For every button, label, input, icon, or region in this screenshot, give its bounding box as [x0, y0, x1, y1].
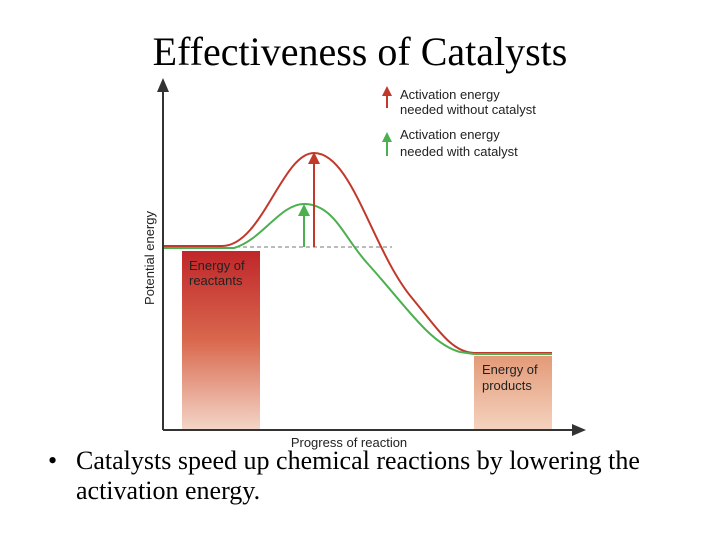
- reactants-label-line1: Energy of: [189, 258, 245, 273]
- legend-without-line2: needed without catalyst: [400, 102, 536, 117]
- x-axis-label: Progress of reaction: [291, 435, 407, 450]
- y-axis-arrowhead: [157, 78, 169, 92]
- uncatalyzed-arrowhead: [308, 152, 320, 164]
- x-axis-arrowhead: [572, 424, 586, 436]
- legend-green-arrowhead: [382, 132, 392, 142]
- products-label-line2: products: [482, 378, 532, 393]
- reactants-label-line2: reactants: [189, 273, 243, 288]
- products-energy-bar: [474, 356, 552, 430]
- uncatalyzed-curve: [164, 151, 552, 354]
- y-axis-label: Potential energy: [142, 211, 157, 305]
- slide-title: Effectiveness of Catalysts: [152, 29, 568, 74]
- catalyzed-curve: [164, 202, 552, 355]
- legend-without-line1: Activation energy: [400, 87, 500, 102]
- products-label-line1: Energy of: [482, 362, 538, 377]
- reactants-energy-bar: [182, 251, 260, 430]
- legend-with-line1: Activation energy: [400, 127, 500, 142]
- bullet-marker: •: [48, 446, 58, 475]
- legend-with-line2: needed with catalyst: [400, 144, 518, 159]
- catalyzed-arrowhead: [298, 204, 310, 216]
- legend-red-arrowhead: [382, 86, 392, 96]
- bullet-point: • Catalysts speed up chemical reactions …: [48, 446, 688, 506]
- bullet-text: Catalysts speed up chemical reactions by…: [76, 446, 640, 505]
